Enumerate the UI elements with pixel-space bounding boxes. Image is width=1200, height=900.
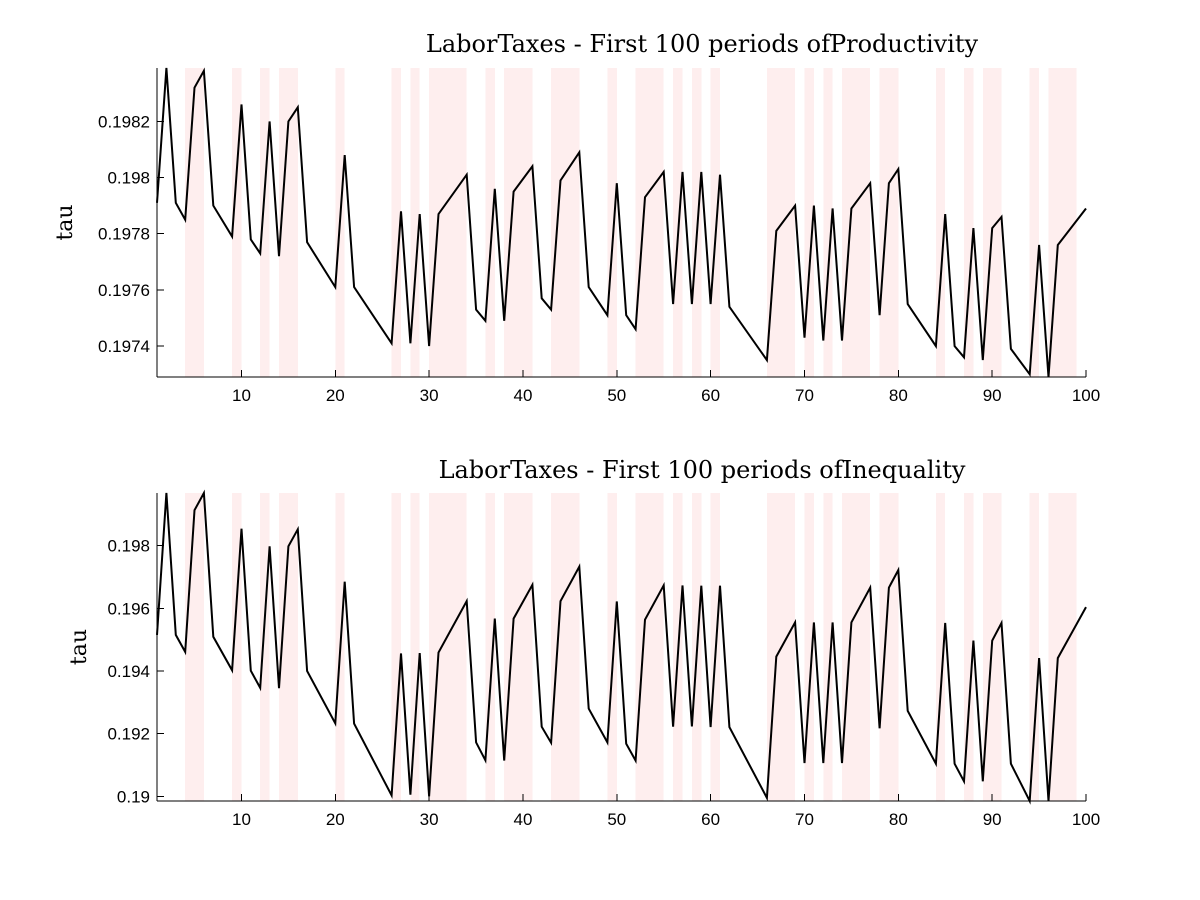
- shaded-period: [635, 493, 664, 801]
- shaded-period: [935, 493, 946, 801]
- x-tick-label: 40: [514, 386, 533, 405]
- y-axis-ticks: 0.1974 0.1976 0.1978 0.198 0.1982: [98, 112, 164, 356]
- shaded-period: [823, 493, 833, 801]
- y-tick-label: 0.1978: [98, 225, 150, 244]
- shaded-period: [232, 68, 242, 377]
- chart-title: LaborTaxes - First 100 periods ofInequal…: [439, 456, 966, 484]
- x-tick-label: 90: [983, 386, 1002, 405]
- y-axis-ticks: 0.19 0.192 0.194 0.196 0.198: [107, 537, 164, 806]
- x-tick-label: 80: [889, 810, 908, 829]
- x-tick-label: 50: [607, 810, 626, 829]
- y-tick-label: 0.192: [107, 725, 150, 744]
- shaded-period: [185, 493, 204, 801]
- y-tick-label: 0.1976: [98, 281, 150, 300]
- shaded-period: [804, 493, 814, 801]
- shaded-period: [391, 493, 401, 801]
- shaded-period: [691, 68, 702, 377]
- x-axis-ticks: 10 20 30 40 50 60 70 80 90 100: [232, 794, 1100, 829]
- shaded-period: [485, 493, 495, 801]
- x-axis-ticks: 10 20 30 40 50 60 70 80 90 100: [232, 370, 1100, 405]
- shaded-period: [504, 493, 533, 801]
- shaded-period: [410, 493, 420, 801]
- shaded-period: [823, 68, 833, 377]
- shaded-period: [260, 68, 270, 377]
- shaded-period: [935, 68, 946, 377]
- shaded-period: [278, 68, 298, 377]
- x-tick-label: 100: [1072, 386, 1100, 405]
- shaded-period: [429, 493, 467, 801]
- chart-title: LaborTaxes - First 100 periods ofProduct…: [426, 30, 979, 58]
- shaded-period: [551, 68, 580, 377]
- y-axis-label: tau: [67, 629, 92, 665]
- x-tick-label: 30: [420, 386, 439, 405]
- shaded-period: [842, 68, 871, 377]
- shaded-period: [879, 68, 899, 377]
- y-tick-label: 0.198: [107, 537, 150, 556]
- shaded-period: [429, 68, 467, 377]
- y-tick-label: 0.196: [107, 599, 150, 618]
- shaded-period: [185, 68, 204, 377]
- chart-inequality: 0.19 0.192 0.194 0.196 0.198 10 20 30 40 50 60 70 8…: [67, 456, 1100, 829]
- x-tick-label: 60: [701, 810, 720, 829]
- shaded-period: [804, 68, 814, 377]
- x-tick-label: 20: [326, 810, 345, 829]
- x-tick-label: 40: [514, 810, 533, 829]
- x-tick-label: 20: [326, 386, 345, 405]
- y-tick-label: 0.194: [107, 662, 150, 681]
- y-tick-label: 0.1982: [98, 112, 150, 131]
- series-line: [156, 489, 1087, 805]
- series-line: [156, 67, 1087, 378]
- x-tick-label: 70: [795, 386, 814, 405]
- shaded-period: [1048, 493, 1077, 801]
- shaded-period: [410, 68, 420, 377]
- x-tick-label: 10: [232, 810, 251, 829]
- shaded-period: [232, 493, 242, 801]
- shaded-period: [879, 493, 899, 801]
- shaded-period: [710, 68, 721, 377]
- x-tick-label: 10: [232, 386, 251, 405]
- y-tick-label: 0.1974: [98, 337, 150, 356]
- x-tick-label: 70: [795, 810, 814, 829]
- shaded-period: [485, 68, 495, 377]
- shaded-period: [1048, 68, 1077, 377]
- x-tick-label: 30: [420, 810, 439, 829]
- x-tick-label: 60: [701, 386, 720, 405]
- shaded-period: [842, 493, 871, 801]
- shaded-period: [607, 68, 617, 377]
- shaded-period: [635, 68, 664, 377]
- shaded-period: [964, 68, 974, 377]
- x-tick-label: 50: [607, 386, 626, 405]
- x-tick-label: 80: [889, 386, 908, 405]
- shaded-period: [1029, 68, 1040, 377]
- shaded-period: [260, 493, 270, 801]
- shaded-period: [607, 493, 617, 801]
- y-axis-label: tau: [53, 204, 78, 240]
- shaded-period: [551, 493, 580, 801]
- shaded-period: [278, 493, 298, 801]
- shaded-period: [964, 493, 974, 801]
- shaded-period: [673, 68, 683, 377]
- shaded-period: [504, 68, 533, 377]
- shaded-period: [1029, 493, 1040, 801]
- y-tick-label: 0.19: [117, 787, 150, 806]
- chart-productivity: 0.1974 0.1976 0.1978 0.198 0.1982 10 20 30 40 50…: [53, 30, 1100, 405]
- y-tick-label: 0.198: [107, 169, 150, 188]
- x-tick-label: 90: [983, 810, 1002, 829]
- shaded-period: [766, 68, 796, 377]
- shaded-period: [391, 68, 401, 377]
- x-tick-label: 100: [1072, 810, 1100, 829]
